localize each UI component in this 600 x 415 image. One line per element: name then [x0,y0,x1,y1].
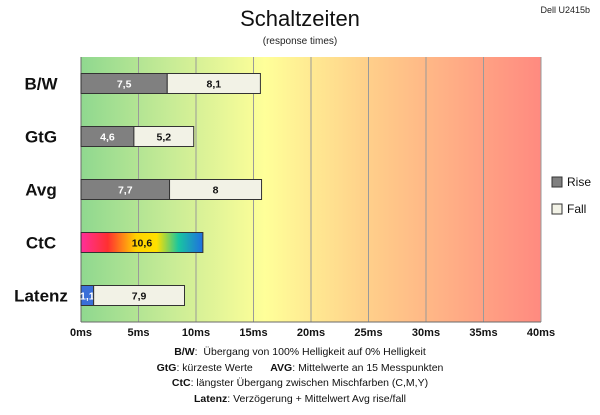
chart-title: Schaltzeiten [240,6,360,31]
x-tick-label: 10ms [182,327,210,339]
legend-swatch [551,203,563,215]
bar-rise-label: 7,5 [117,79,132,91]
x-tick-label: 40ms [527,327,555,339]
chart-subtitle: (response times) [262,36,338,47]
bar-rise-label: 7,7 [118,185,133,197]
bar-rise-label: 4,6 [100,132,115,144]
category-label: GtG [25,128,57,147]
legend: Rise Fall [551,175,591,216]
monitor-model: Dell U2415b [540,5,590,15]
x-tick-label: 30ms [412,327,440,339]
bar-fall [93,285,185,306]
bars: 7,5 8,1 4,6 5,2 7,7 8 10,6 1,1 7,9 [80,73,263,306]
x-tick-labels: 0ms 5ms 10ms 15ms 20ms 25ms 30ms 35ms 40ms [70,327,555,339]
legend-label: Rise [567,175,591,189]
bar-fall-label: 8,1 [207,79,222,91]
bar-rise-label: 1,1 [80,291,95,303]
note-latenz: Latenz: Verzögerung + Mittelwert Avg ris… [194,392,406,405]
x-tick-label: 25ms [354,327,382,339]
x-tick-label: 35ms [469,327,497,339]
category-label: Avg [25,181,57,200]
x-tick-label: 15ms [239,327,267,339]
chart-svg: 7,5 8,1 4,6 5,2 7,7 8 10,6 1,1 7,9 B/W GtG Avg CtC L… [14,57,591,339]
bar-fall-label: 5,2 [156,132,171,144]
category-label: Latenz [14,287,68,306]
note-bw: B/W: Übergang von 100% Helligkeit auf 0%… [174,346,426,358]
bar-fall [169,179,263,200]
legend-label: Fall [567,202,586,216]
notes-block: B/W: Übergang von 100% Helligkeit auf 0%… [0,345,600,407]
category-labels: B/W GtG Avg CtC Latenz [14,75,68,306]
bar-fall [133,126,195,147]
x-tick-label: 20ms [297,327,325,339]
category-label: B/W [24,75,58,94]
bar-rise-label: 10,6 [132,238,153,250]
x-tick-label: 5ms [127,327,149,339]
bar-fall-label: 8 [213,185,219,197]
bar-fall [166,73,261,94]
bar-fall-label: 7,9 [132,291,147,303]
bar-rise [80,232,204,253]
category-label: CtC [26,234,56,253]
legend-swatch [551,176,563,188]
x-tick-label: 0ms [70,327,92,339]
note-ctc: CtC: längster Übergang zwischen Mischfar… [171,377,429,389]
note-gtg-avg: GtG: kürzeste Werte AVG: Mittelwerte an … [156,361,444,374]
